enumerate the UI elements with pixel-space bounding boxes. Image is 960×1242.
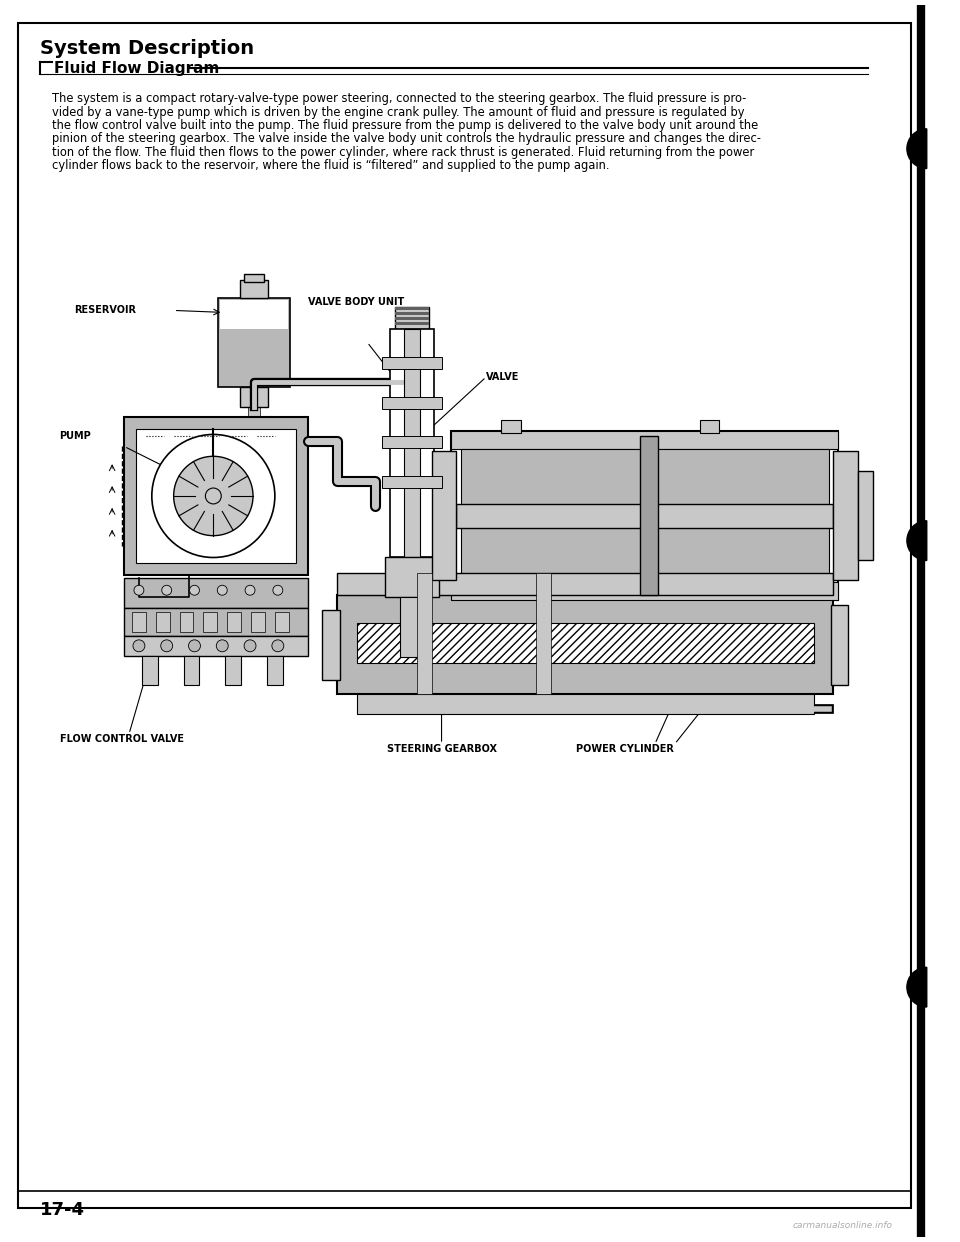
Bar — [432, 451, 456, 580]
Bar — [382, 356, 442, 369]
Circle shape — [188, 640, 201, 652]
Wedge shape — [907, 968, 926, 1007]
Bar — [395, 313, 429, 315]
Bar — [385, 558, 439, 597]
Bar — [240, 279, 268, 298]
Bar — [244, 273, 264, 282]
Bar — [382, 436, 442, 448]
Bar — [395, 318, 429, 320]
Bar — [124, 416, 307, 575]
Text: pinion of the steering gearbox. The valve inside the valve body unit controls th: pinion of the steering gearbox. The valv… — [52, 133, 760, 145]
Circle shape — [160, 640, 173, 652]
Bar — [275, 612, 289, 632]
Bar — [124, 579, 307, 609]
Circle shape — [133, 640, 145, 652]
Bar — [218, 298, 290, 386]
Bar — [404, 329, 420, 558]
Circle shape — [244, 640, 256, 652]
Circle shape — [189, 585, 200, 595]
Bar — [357, 623, 814, 663]
Text: PUMP: PUMP — [60, 431, 91, 441]
Bar — [417, 574, 432, 694]
Bar — [400, 597, 423, 657]
Text: FLOW CONTROL VALVE: FLOW CONTROL VALVE — [60, 734, 183, 744]
Bar — [228, 612, 241, 632]
Text: 17-4: 17-4 — [39, 1201, 84, 1220]
Bar — [382, 396, 442, 409]
Bar — [830, 605, 849, 684]
Bar — [858, 471, 874, 560]
Bar — [240, 386, 268, 406]
Circle shape — [217, 585, 228, 595]
Bar — [451, 582, 838, 600]
Text: VALVE BODY UNIT: VALVE BODY UNIT — [307, 297, 404, 308]
Bar — [462, 450, 828, 582]
Circle shape — [134, 585, 144, 595]
Bar — [390, 329, 434, 558]
Wedge shape — [907, 129, 926, 169]
Bar — [382, 476, 442, 488]
Circle shape — [216, 640, 228, 652]
Bar — [451, 431, 838, 450]
Text: vided by a vane-type pump which is driven by the engine crank pulley. The amount: vided by a vane-type pump which is drive… — [52, 106, 744, 118]
Bar — [267, 656, 283, 686]
Bar — [142, 656, 157, 686]
Wedge shape — [907, 520, 926, 560]
Circle shape — [245, 585, 255, 595]
Text: POWER CYLINDER: POWER CYLINDER — [576, 744, 674, 754]
Bar — [536, 574, 551, 694]
Circle shape — [161, 585, 172, 595]
Bar — [323, 610, 341, 679]
Text: RESERVOIR: RESERVOIR — [75, 306, 136, 315]
Bar — [395, 308, 429, 329]
Text: System Description: System Description — [39, 39, 253, 58]
Text: the flow control valve built into the pump. The fluid pressure from the pump is : the flow control valve built into the pu… — [52, 119, 757, 132]
Bar — [183, 656, 200, 686]
Bar — [640, 436, 658, 595]
Bar — [357, 694, 814, 714]
Text: VALVE: VALVE — [486, 371, 519, 381]
Bar — [132, 612, 146, 632]
Circle shape — [205, 488, 221, 504]
Circle shape — [272, 640, 284, 652]
Bar — [251, 612, 265, 632]
Bar — [456, 504, 833, 528]
Bar — [204, 612, 217, 632]
Circle shape — [174, 456, 253, 535]
Text: The system is a compact rotary-valve-type power steering, connected to the steer: The system is a compact rotary-valve-typ… — [52, 92, 746, 106]
Circle shape — [152, 435, 275, 558]
Bar — [180, 612, 194, 632]
Text: tion of the flow. The fluid then flows to the power cylinder, where rack thrust : tion of the flow. The fluid then flows t… — [52, 145, 754, 159]
Bar — [124, 609, 307, 636]
Bar — [833, 451, 858, 580]
Text: carmanualsonline.info: carmanualsonline.info — [793, 1221, 893, 1231]
Bar — [501, 420, 521, 433]
Circle shape — [273, 585, 283, 595]
Bar — [220, 299, 288, 329]
Bar — [451, 431, 838, 600]
Bar — [395, 323, 429, 325]
Bar — [156, 612, 170, 632]
Text: Fluid Flow Diagram: Fluid Flow Diagram — [54, 61, 219, 76]
Text: STEERING GEARBOX: STEERING GEARBOX — [387, 744, 496, 754]
Bar — [124, 636, 307, 656]
Bar — [700, 420, 719, 433]
Bar — [337, 574, 833, 595]
Text: cylinder flows back to the reservoir, where the fluid is “filtered” and supplied: cylinder flows back to the reservoir, wh… — [52, 159, 609, 173]
Bar — [136, 428, 296, 564]
Bar — [395, 308, 429, 310]
Bar — [337, 595, 833, 694]
Bar — [226, 656, 241, 686]
